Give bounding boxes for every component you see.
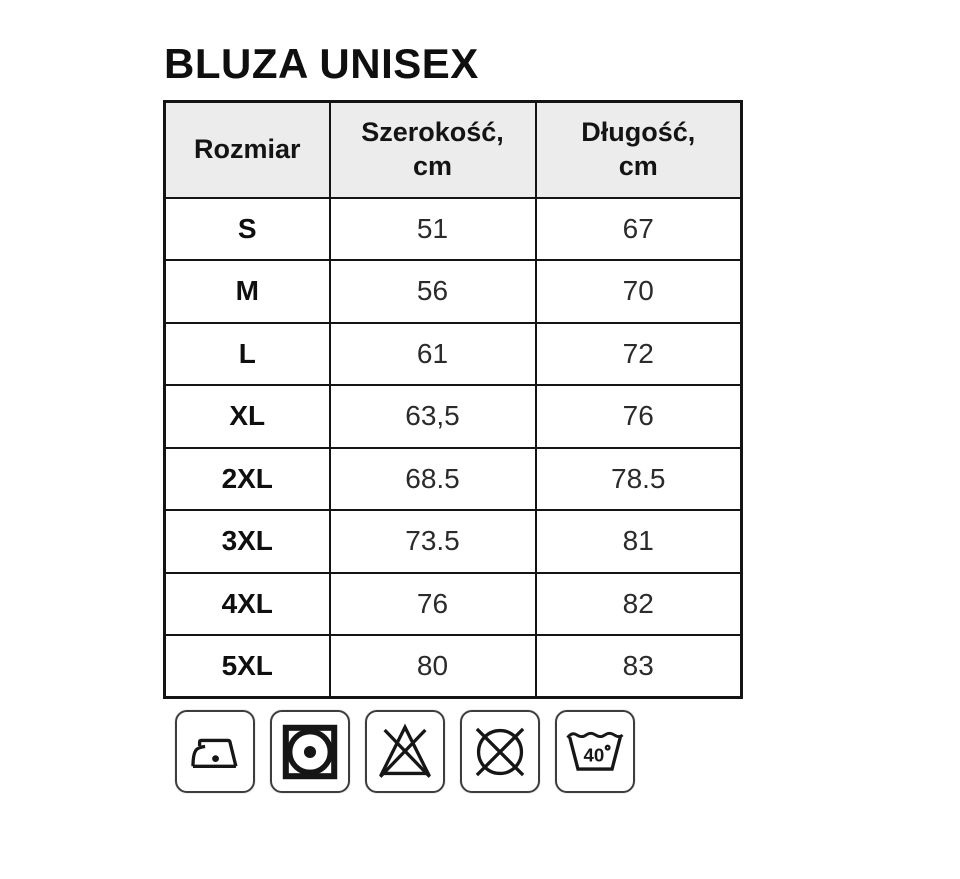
iron-one-dot-icon bbox=[191, 738, 238, 768]
table-row: 2XL 68.5 78.5 bbox=[163, 446, 743, 511]
table-row: 3XL 73.5 81 bbox=[163, 509, 743, 574]
column-header-width: Szerokość, cm bbox=[328, 100, 537, 199]
size-cell: 3XL bbox=[163, 509, 331, 574]
tumble-dry-one-dot-icon bbox=[282, 724, 338, 779]
length-cell: 82 bbox=[534, 571, 743, 636]
size-cell: XL bbox=[163, 384, 331, 449]
do-not-dry-clean-icon bbox=[475, 727, 525, 776]
table-row: M 56 70 bbox=[163, 259, 743, 324]
size-cell: 5XL bbox=[163, 634, 331, 699]
width-cell: 56 bbox=[328, 259, 537, 324]
wash-40-icon: 40 bbox=[566, 731, 624, 771]
length-cell: 72 bbox=[534, 321, 743, 386]
table-row: 4XL 76 82 bbox=[163, 571, 743, 636]
table-row: 5XL 80 83 bbox=[163, 634, 743, 699]
care-symbol-tumble-dry bbox=[270, 710, 350, 793]
width-cell: 61 bbox=[328, 321, 537, 386]
width-cell: 76 bbox=[328, 571, 537, 636]
size-cell: L bbox=[163, 321, 331, 386]
length-cell: 67 bbox=[534, 196, 743, 261]
degree-mark bbox=[604, 744, 611, 751]
wash-temperature-label: 40 bbox=[584, 744, 605, 765]
width-cell: 68.5 bbox=[328, 446, 537, 511]
length-cell: 78.5 bbox=[534, 446, 743, 511]
size-cell: S bbox=[163, 196, 331, 261]
care-symbol-do-not-dry-clean bbox=[460, 710, 540, 793]
care-symbol-iron bbox=[175, 710, 255, 793]
care-symbol-wash-40: 40 bbox=[555, 710, 635, 793]
table-row: L 61 72 bbox=[163, 321, 743, 386]
size-cell: 4XL bbox=[163, 571, 331, 636]
size-cell: M bbox=[163, 259, 331, 324]
care-symbols-row: 40 bbox=[175, 710, 635, 793]
length-cell: 70 bbox=[534, 259, 743, 324]
care-symbol-do-not-bleach bbox=[365, 710, 445, 793]
size-table: Rozmiar Szerokość, cm Długość, cm S 51 6… bbox=[163, 100, 743, 699]
width-cell: 51 bbox=[328, 196, 537, 261]
column-header-size: Rozmiar bbox=[163, 100, 331, 199]
column-header-length: Długość, cm bbox=[534, 100, 743, 199]
length-cell: 83 bbox=[534, 634, 743, 699]
length-cell: 81 bbox=[534, 509, 743, 574]
table-row: XL 63,5 76 bbox=[163, 384, 743, 449]
width-cell: 73.5 bbox=[328, 509, 537, 574]
length-cell: 76 bbox=[534, 384, 743, 449]
size-cell: 2XL bbox=[163, 446, 331, 511]
width-cell: 63,5 bbox=[328, 384, 537, 449]
table-row: S 51 67 bbox=[163, 196, 743, 261]
page-title: BLUZA UNISEX bbox=[164, 40, 479, 87]
size-table-header: Rozmiar Szerokość, cm Długość, cm bbox=[163, 100, 743, 199]
width-cell: 80 bbox=[328, 634, 537, 699]
do-not-bleach-icon bbox=[379, 723, 431, 778]
